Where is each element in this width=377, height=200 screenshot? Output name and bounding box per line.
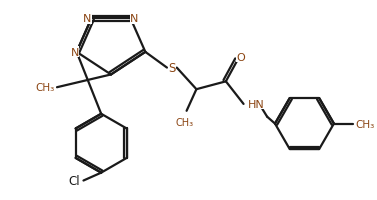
Text: S: S bbox=[168, 62, 176, 75]
Text: CH₃: CH₃ bbox=[176, 117, 194, 127]
Text: O: O bbox=[236, 53, 245, 62]
Text: HN: HN bbox=[247, 99, 264, 109]
Text: N: N bbox=[130, 14, 139, 24]
Text: Cl: Cl bbox=[68, 174, 80, 187]
Text: CH₃: CH₃ bbox=[356, 119, 375, 129]
Text: N: N bbox=[83, 14, 92, 24]
Text: CH₃: CH₃ bbox=[36, 83, 55, 93]
Text: N: N bbox=[70, 48, 79, 58]
